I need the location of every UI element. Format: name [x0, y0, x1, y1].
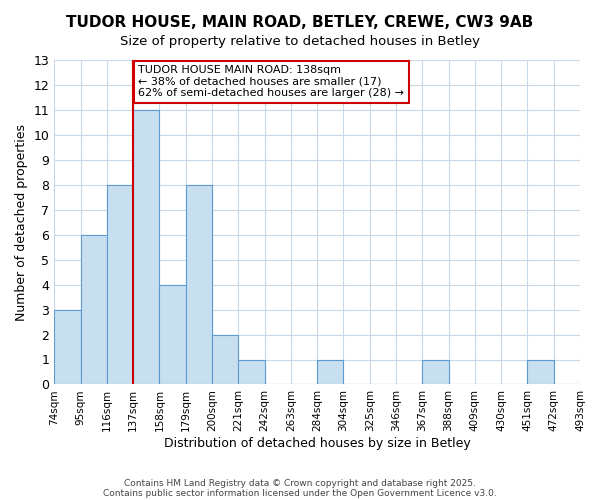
Bar [186, 185, 212, 384]
Y-axis label: Number of detached properties: Number of detached properties [15, 124, 28, 320]
Bar [527, 360, 554, 384]
Bar [107, 185, 133, 384]
Bar [80, 234, 107, 384]
Text: TUDOR HOUSE MAIN ROAD: 138sqm
← 38% of detached houses are smaller (17)
62% of s: TUDOR HOUSE MAIN ROAD: 138sqm ← 38% of d… [139, 65, 404, 98]
X-axis label: Distribution of detached houses by size in Betley: Distribution of detached houses by size … [164, 437, 470, 450]
Bar [160, 284, 186, 384]
Text: Contains public sector information licensed under the Open Government Licence v3: Contains public sector information licen… [103, 488, 497, 498]
Text: Contains HM Land Registry data © Crown copyright and database right 2025.: Contains HM Land Registry data © Crown c… [124, 478, 476, 488]
Bar [422, 360, 449, 384]
Text: Size of property relative to detached houses in Betley: Size of property relative to detached ho… [120, 35, 480, 48]
Bar [54, 310, 80, 384]
Bar [212, 334, 238, 384]
Bar [133, 110, 160, 384]
Bar [238, 360, 265, 384]
Bar [317, 360, 343, 384]
Text: TUDOR HOUSE, MAIN ROAD, BETLEY, CREWE, CW3 9AB: TUDOR HOUSE, MAIN ROAD, BETLEY, CREWE, C… [67, 15, 533, 30]
